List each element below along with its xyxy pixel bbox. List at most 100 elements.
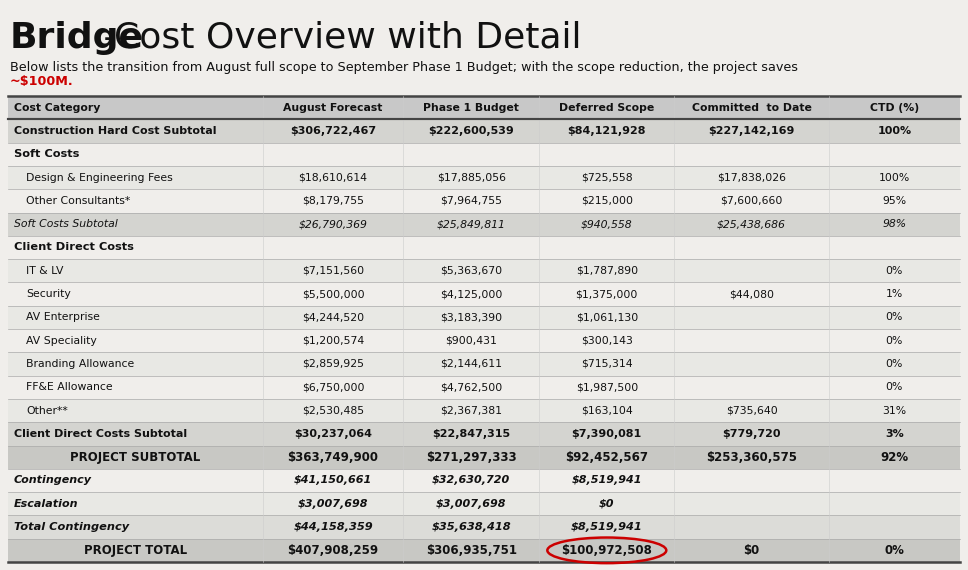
Text: $17,885,056: $17,885,056 <box>437 173 505 182</box>
Bar <box>8 329 960 352</box>
Text: $2,530,485: $2,530,485 <box>302 405 364 416</box>
Bar <box>8 189 960 213</box>
Bar <box>8 236 960 259</box>
Text: $26,790,369: $26,790,369 <box>299 219 368 229</box>
Text: $3,007,698: $3,007,698 <box>436 499 506 509</box>
Text: $900,431: $900,431 <box>445 336 498 345</box>
Text: Phase 1 Budget: Phase 1 Budget <box>423 103 519 113</box>
Text: $163,104: $163,104 <box>581 405 633 416</box>
Text: $84,121,928: $84,121,928 <box>567 126 646 136</box>
Bar <box>8 166 960 189</box>
Text: Branding Allowance: Branding Allowance <box>26 359 135 369</box>
Text: $725,558: $725,558 <box>581 173 633 182</box>
Text: Soft Costs Subtotal: Soft Costs Subtotal <box>14 219 118 229</box>
Text: $5,363,670: $5,363,670 <box>440 266 502 276</box>
Text: $22,847,315: $22,847,315 <box>432 429 510 439</box>
Text: 98%: 98% <box>882 219 906 229</box>
Text: 0%: 0% <box>886 312 903 323</box>
Text: $25,438,686: $25,438,686 <box>717 219 786 229</box>
Text: $0: $0 <box>599 499 615 509</box>
Text: Total Contingency: Total Contingency <box>14 522 129 532</box>
Text: Other**: Other** <box>26 405 68 416</box>
Bar <box>8 376 960 399</box>
Bar <box>8 539 960 562</box>
Text: Soft Costs: Soft Costs <box>14 149 79 159</box>
Text: $271,297,333: $271,297,333 <box>426 451 517 463</box>
Text: 100%: 100% <box>879 173 910 182</box>
Text: $306,722,467: $306,722,467 <box>290 126 377 136</box>
Text: August Forecast: August Forecast <box>284 103 382 113</box>
Text: 100%: 100% <box>877 126 912 136</box>
Text: FF&E Allowance: FF&E Allowance <box>26 382 112 392</box>
Text: 95%: 95% <box>882 196 906 206</box>
Bar <box>8 492 960 515</box>
Text: $18,610,614: $18,610,614 <box>298 173 368 182</box>
Text: AV Enterprise: AV Enterprise <box>26 312 100 323</box>
Text: $7,151,560: $7,151,560 <box>302 266 364 276</box>
Text: $407,908,259: $407,908,259 <box>287 544 378 557</box>
Text: $7,390,081: $7,390,081 <box>572 429 642 439</box>
Text: $35,638,418: $35,638,418 <box>432 522 511 532</box>
Text: $4,244,520: $4,244,520 <box>302 312 364 323</box>
Text: $227,142,169: $227,142,169 <box>709 126 795 136</box>
Text: $7,600,660: $7,600,660 <box>720 196 783 206</box>
Text: $715,314: $715,314 <box>581 359 633 369</box>
Text: $3,007,698: $3,007,698 <box>298 499 369 509</box>
Bar <box>8 469 960 492</box>
Text: $3,183,390: $3,183,390 <box>440 312 502 323</box>
Text: $779,720: $779,720 <box>722 429 781 439</box>
Text: $92,452,567: $92,452,567 <box>565 451 649 463</box>
Bar <box>8 399 960 422</box>
Bar <box>8 306 960 329</box>
Text: Committed  to Date: Committed to Date <box>691 103 811 113</box>
Text: 3%: 3% <box>885 429 904 439</box>
Text: Escalation: Escalation <box>14 499 78 509</box>
Text: 31%: 31% <box>882 405 906 416</box>
Text: $4,125,000: $4,125,000 <box>440 289 502 299</box>
Text: $222,600,539: $222,600,539 <box>428 126 514 136</box>
Bar <box>8 213 960 236</box>
Text: $5,500,000: $5,500,000 <box>302 289 364 299</box>
Text: $215,000: $215,000 <box>581 196 633 206</box>
Bar <box>8 96 960 119</box>
Text: PROJECT TOTAL: PROJECT TOTAL <box>84 544 187 557</box>
Text: $1,375,000: $1,375,000 <box>576 289 638 299</box>
Text: 92%: 92% <box>880 451 908 463</box>
Text: Other Consultants*: Other Consultants* <box>26 196 131 206</box>
Text: $6,750,000: $6,750,000 <box>302 382 364 392</box>
Text: 1%: 1% <box>886 289 903 299</box>
Text: $7,964,755: $7,964,755 <box>440 196 502 206</box>
Bar <box>8 422 960 446</box>
Text: $1,061,130: $1,061,130 <box>576 312 638 323</box>
Text: $8,519,941: $8,519,941 <box>571 475 642 486</box>
Text: Cost Category: Cost Category <box>14 103 101 113</box>
Text: $2,859,925: $2,859,925 <box>302 359 364 369</box>
Text: $1,987,500: $1,987,500 <box>576 382 638 392</box>
Text: $940,558: $940,558 <box>581 219 633 229</box>
Text: Deferred Scope: Deferred Scope <box>560 103 654 113</box>
Text: $2,367,381: $2,367,381 <box>440 405 502 416</box>
Text: $25,849,811: $25,849,811 <box>437 219 505 229</box>
Text: Construction Hard Cost Subtotal: Construction Hard Cost Subtotal <box>14 126 217 136</box>
Text: $735,640: $735,640 <box>726 405 777 416</box>
Bar <box>8 446 960 469</box>
Text: $0: $0 <box>743 544 760 557</box>
Text: $1,200,574: $1,200,574 <box>302 336 364 345</box>
Bar <box>8 282 960 306</box>
Text: $32,630,720: $32,630,720 <box>432 475 510 486</box>
Text: Security: Security <box>26 289 71 299</box>
Bar <box>8 142 960 166</box>
Text: $306,935,751: $306,935,751 <box>426 544 517 557</box>
Text: $100,972,508: $100,972,508 <box>561 544 652 557</box>
Text: $300,143: $300,143 <box>581 336 633 345</box>
Text: 0%: 0% <box>886 266 903 276</box>
Bar <box>8 515 960 539</box>
Text: $2,144,611: $2,144,611 <box>440 359 502 369</box>
Text: 0%: 0% <box>886 382 903 392</box>
Text: Below lists the transition from August full scope to September Phase 1 Budget; w: Below lists the transition from August f… <box>10 60 798 74</box>
Text: $1,787,890: $1,787,890 <box>576 266 638 276</box>
Text: Contingency: Contingency <box>14 475 92 486</box>
Text: 0%: 0% <box>886 359 903 369</box>
Text: $253,360,575: $253,360,575 <box>706 451 797 463</box>
Text: -: - <box>92 21 128 55</box>
